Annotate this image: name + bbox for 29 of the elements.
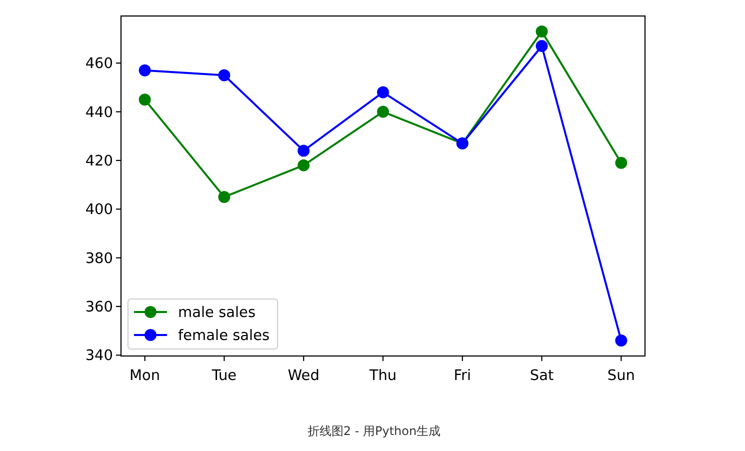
y-tick-label: 420 <box>85 153 113 170</box>
point <box>377 86 389 98</box>
point <box>138 94 151 106</box>
x-tick-label: Mon <box>130 368 160 384</box>
x-tick-label: Sat <box>530 368 554 384</box>
y-tick-label: 340 <box>85 348 113 364</box>
point <box>615 156 628 169</box>
x-tick-label: Sun <box>607 368 635 384</box>
legend-label: male sales <box>178 305 256 321</box>
point <box>218 190 230 203</box>
point <box>536 40 548 52</box>
y-tick-label: 400 <box>85 202 113 218</box>
x-tick-label: Fri <box>454 368 472 384</box>
point <box>298 159 310 172</box>
y-tick-label: 440 <box>85 104 113 121</box>
x-tick-label: Tue <box>210 368 237 384</box>
text: 折线图2 - 用Python生成 <box>307 424 441 438</box>
point <box>138 64 151 76</box>
y-tick-label: 460 <box>85 56 113 72</box>
y-tick-label: 360 <box>85 299 113 316</box>
y-tick-label: 380 <box>85 250 113 267</box>
point <box>298 144 310 157</box>
point <box>615 334 628 347</box>
x-tick-label: Wed <box>288 368 320 384</box>
point <box>377 106 389 118</box>
point <box>218 69 230 82</box>
point <box>536 25 548 38</box>
legend-label: female sales <box>178 328 270 344</box>
x-tick-label: Thu <box>368 368 397 384</box>
